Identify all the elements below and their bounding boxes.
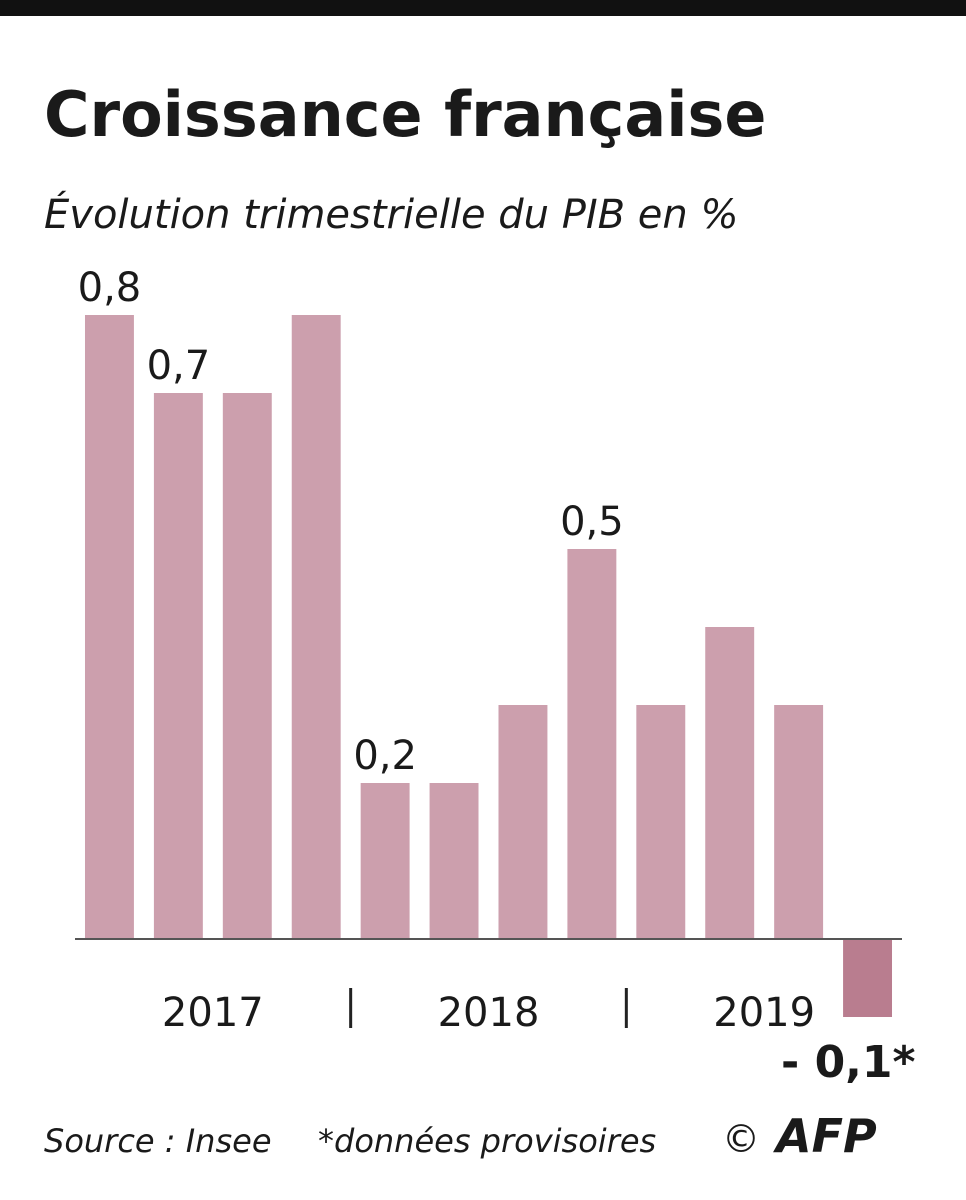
bar — [705, 627, 755, 939]
chart-subtitle: Évolution trimestrielle du PIB en % — [44, 190, 739, 238]
bar — [843, 939, 893, 1017]
bar — [567, 549, 617, 939]
value-label: 0,5 — [560, 499, 624, 545]
copyright: © — [722, 1117, 760, 1161]
credit-logo: AFP — [773, 1109, 877, 1163]
value-label: 0,8 — [78, 265, 142, 311]
top-rule — [0, 0, 966, 16]
bar — [360, 783, 410, 939]
source: Source : Insee — [44, 1122, 272, 1160]
bar — [774, 705, 824, 939]
bar — [636, 705, 686, 939]
x-group-label: 2018 — [438, 990, 540, 1036]
value-label: 0,7 — [147, 343, 211, 389]
chart-title: Croissance française — [44, 78, 766, 151]
value-label: - 0,1* — [781, 1037, 916, 1088]
note: *données provisoires — [318, 1122, 656, 1160]
bar — [222, 393, 272, 939]
bar — [291, 315, 341, 939]
value-label: 0,2 — [353, 733, 417, 779]
x-group-label: 2017 — [162, 990, 264, 1036]
bar — [429, 783, 479, 939]
bar — [84, 315, 134, 939]
x-group-label: 2019 — [713, 990, 815, 1036]
bar — [153, 393, 203, 939]
bar — [498, 705, 548, 939]
